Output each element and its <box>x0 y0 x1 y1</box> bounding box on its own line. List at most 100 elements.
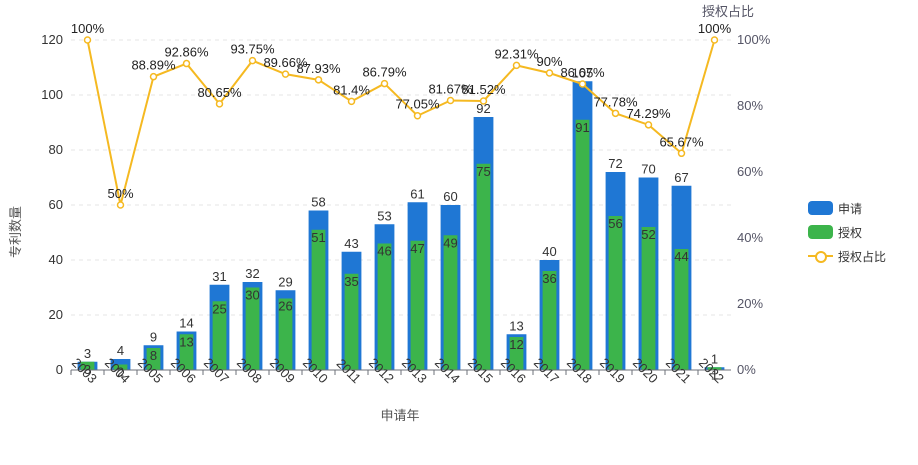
bar-grant <box>641 227 656 370</box>
ratio-point <box>446 96 455 105</box>
label-grant: 3 <box>84 362 91 377</box>
ratio-line <box>86 39 716 206</box>
label-apply: 105 <box>572 65 594 80</box>
label-ratio: 92.86% <box>164 45 209 60</box>
label-grant: 36 <box>542 271 556 286</box>
bar-grant <box>608 216 623 370</box>
label-ratio: 86.79% <box>362 65 407 80</box>
bar-grant <box>542 271 557 370</box>
y-tick-label: 100 <box>41 87 63 102</box>
ratio-point <box>347 97 356 106</box>
bar-grant <box>476 163 491 370</box>
label-grant: 47 <box>410 241 424 256</box>
label-grant: 26 <box>278 299 292 314</box>
label-apply: 70 <box>641 162 655 177</box>
bar-grant <box>80 361 95 370</box>
ratio-point <box>281 70 290 78</box>
label-ratio: 77.78% <box>593 94 638 109</box>
label-apply: 53 <box>377 208 391 223</box>
ratio-point <box>611 109 620 118</box>
label-ratio: 81.52% <box>461 82 506 97</box>
ratio-point <box>182 59 191 68</box>
label-ratio: 81.67% <box>428 81 473 96</box>
label-ratio: 100% <box>71 21 105 36</box>
label-apply: 31 <box>212 269 226 284</box>
y2-tick-label: 0% <box>737 362 756 377</box>
label-ratio: 74.29% <box>626 106 671 121</box>
legend-label-apply: 申请 <box>838 201 863 216</box>
bar-grant <box>146 348 161 370</box>
label-ratio: 92.31% <box>494 46 539 61</box>
bar-grant <box>113 364 128 370</box>
ratio-point <box>248 56 257 65</box>
bar-grant <box>410 240 425 370</box>
y2-tick-label: 40% <box>737 230 763 245</box>
legend-label-ratio: 授权占比 <box>838 249 887 264</box>
label-ratio: 90% <box>536 54 562 69</box>
legend-item-ratio[interactable]: 授权占比 <box>808 244 886 268</box>
ratio-point <box>413 111 422 120</box>
ratio-point <box>83 36 92 44</box>
label-apply: 60 <box>443 189 457 204</box>
ratio-point <box>149 72 158 81</box>
bar-grant <box>707 367 722 370</box>
label-grant: 51 <box>311 230 325 245</box>
y-tick-label: 0 <box>56 362 63 377</box>
label-grant: 1 <box>711 367 718 382</box>
label-grant: 91 <box>575 120 589 135</box>
bar-grant <box>311 229 326 370</box>
label-apply: 32 <box>245 266 259 281</box>
grid-layer <box>71 39 731 316</box>
bar-grant <box>278 298 293 370</box>
label-grant: 12 <box>509 337 523 352</box>
bar-grant <box>674 249 689 370</box>
label-ratio: 81.4% <box>333 82 370 97</box>
line-layer <box>83 36 719 209</box>
bar-layer <box>77 81 725 370</box>
ratio-point <box>479 97 488 105</box>
label-apply: 4 <box>117 343 124 358</box>
y2-tick-label: 100% <box>737 32 771 47</box>
bar-grant <box>443 235 458 370</box>
label-ratio: 87.93% <box>296 61 341 76</box>
label-ratio: 77.05% <box>395 97 440 112</box>
legend-swatch-apply <box>808 201 833 215</box>
label-grant: 44 <box>674 249 688 264</box>
bar-grant <box>575 119 590 370</box>
label-ratio: 65.67% <box>659 134 704 149</box>
y2-axis-title: 授权占比 <box>702 4 754 19</box>
legend-item-grant[interactable]: 授权 <box>808 220 886 244</box>
label-ratio: 86.67% <box>560 65 605 80</box>
bar-grant <box>377 243 392 370</box>
label-apply: 92 <box>476 101 490 116</box>
bar-grant <box>509 337 524 370</box>
legend-item-apply[interactable]: 申请 <box>808 196 886 220</box>
y-tick-label: 60 <box>49 197 63 212</box>
label-apply: 1 <box>711 351 718 366</box>
y-tick-label: 40 <box>49 252 63 267</box>
label-grant: 30 <box>245 288 259 303</box>
y2-tick-label: 20% <box>737 296 763 311</box>
bar-grant <box>212 301 227 370</box>
ratio-point <box>116 201 125 209</box>
label-grant: 52 <box>641 227 655 242</box>
label-apply: 72 <box>608 156 622 171</box>
y2-tick-label: 80% <box>737 98 763 113</box>
bar-grant <box>179 334 194 370</box>
label-apply: 14 <box>179 316 193 331</box>
label-grant: 46 <box>377 244 391 259</box>
label-grant: 25 <box>212 301 226 316</box>
label-apply: 58 <box>311 195 325 210</box>
legend-line-icon <box>808 249 833 263</box>
ratio-point <box>512 61 521 70</box>
label-grant: 75 <box>476 164 490 179</box>
label-grant: 13 <box>179 334 193 349</box>
label-grant: 8 <box>150 348 157 363</box>
label-apply: 29 <box>278 274 292 289</box>
y2-tick-label: 60% <box>737 164 763 179</box>
label-ratio: 100% <box>698 21 732 36</box>
ratio-point <box>578 80 587 88</box>
